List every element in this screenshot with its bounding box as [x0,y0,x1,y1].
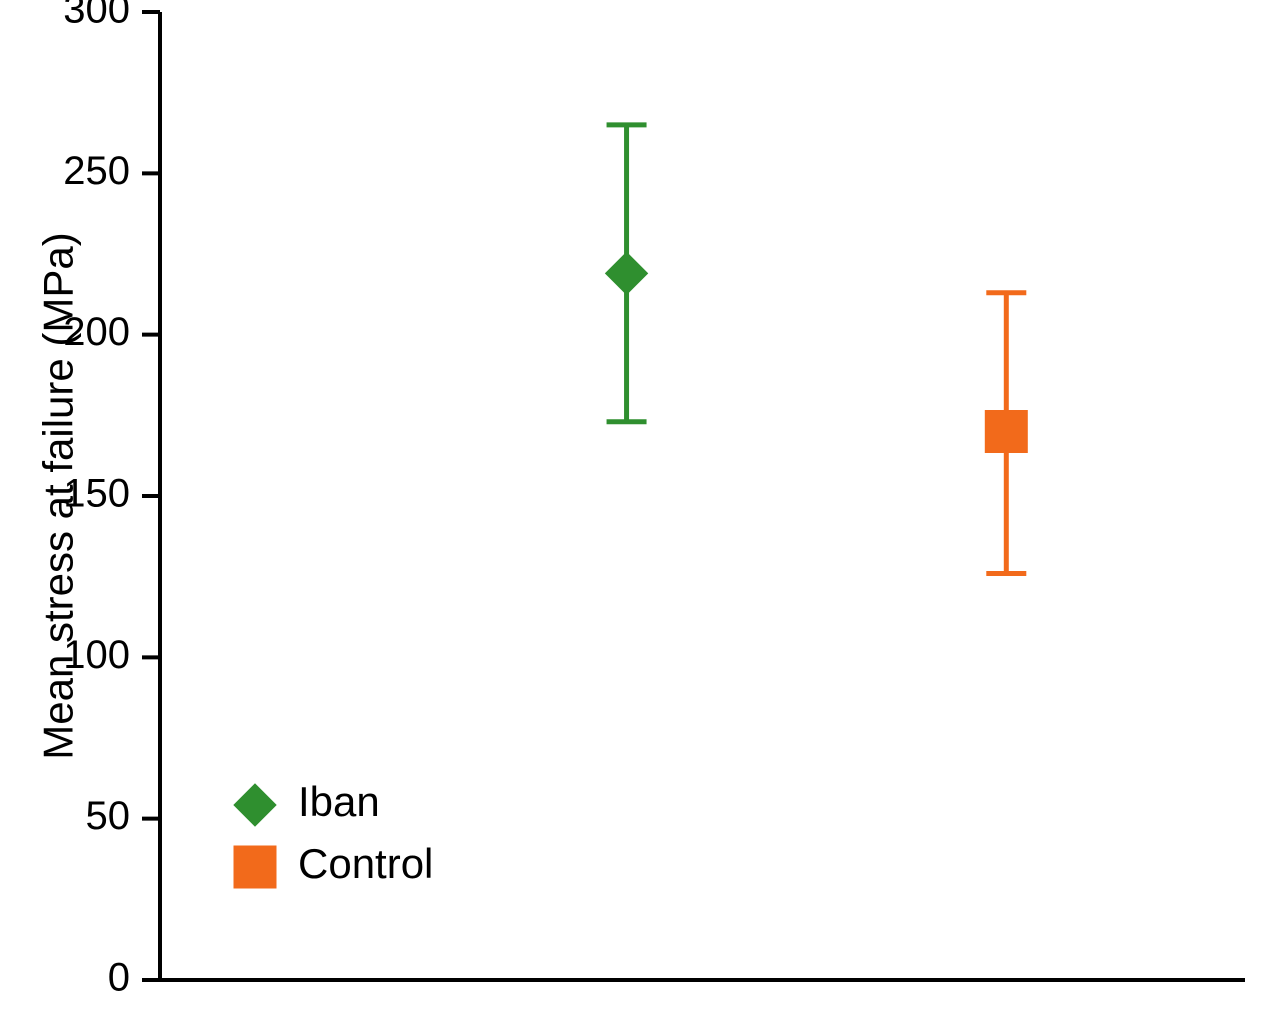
y-tick-label: 300 [63,0,130,32]
square-marker [985,410,1027,452]
square-icon [234,846,276,888]
y-tick-label: 0 [108,956,130,1000]
legend-label: Control [298,840,433,887]
y-tick-label: 50 [86,794,131,838]
legend-label: Iban [298,778,380,825]
y-axis-title: Mean stress at failure (MPa) [34,232,81,760]
y-tick-label: 250 [63,149,130,193]
stress-errorbar-chart: 050100150200250300Mean stress at failure… [0,0,1280,1017]
